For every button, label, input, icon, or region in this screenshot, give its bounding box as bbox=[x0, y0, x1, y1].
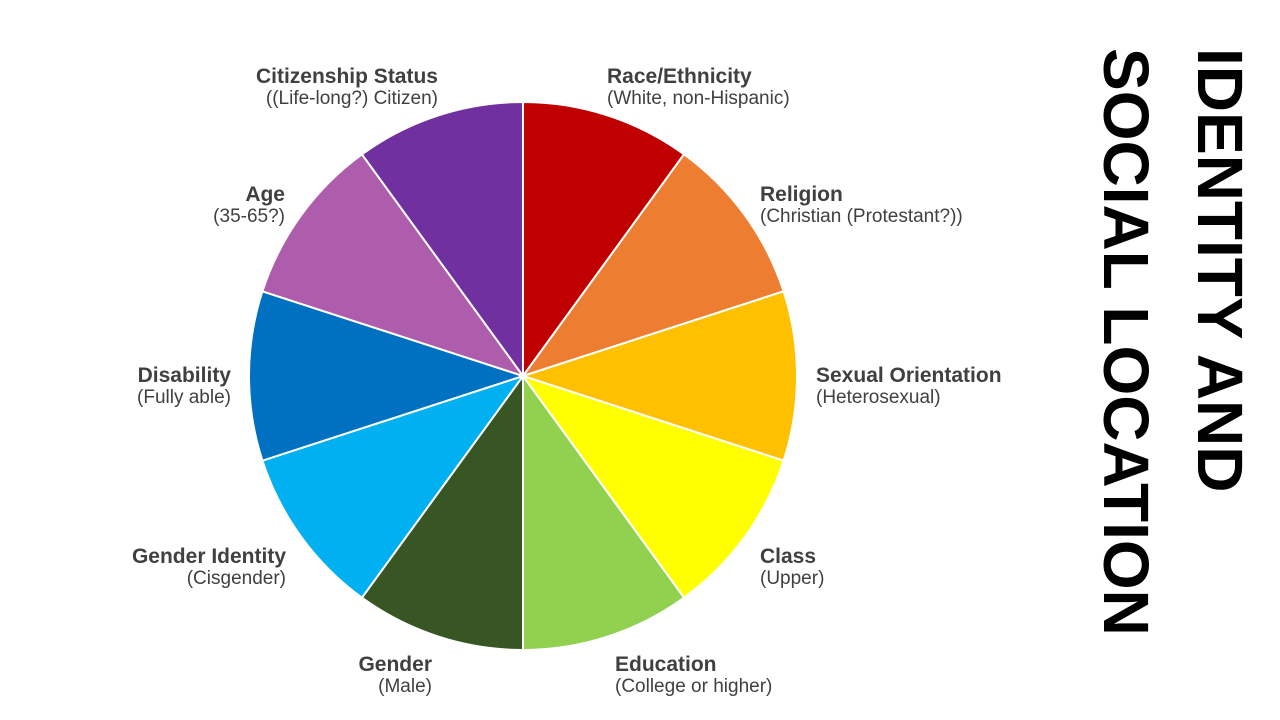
slice-label-religion: Religion (Christian (Protestant?)) bbox=[760, 184, 963, 228]
pie-slice-education bbox=[522, 372, 686, 652]
pie-slice-disability bbox=[248, 290, 527, 462]
label-gender: Gender bbox=[358, 653, 432, 676]
pie-slice-race-ethnicity bbox=[522, 100, 686, 380]
pie-slice-age bbox=[261, 152, 526, 378]
label-race-ethnicity: Race/Ethnicity bbox=[607, 65, 752, 88]
sublabel-citizenship-status: ((Life-long?) Citizen) bbox=[265, 88, 438, 109]
pie-slice-gender-identity bbox=[261, 374, 526, 600]
label-education: Education bbox=[615, 653, 717, 676]
slice-label-gender-identity: Gender Identity (Cisgender) bbox=[132, 546, 286, 590]
label-sexual-orientation: Sexual Orientation bbox=[816, 364, 1002, 387]
sublabel-gender-identity: (Cisgender) bbox=[186, 568, 286, 589]
pie-slice-religion bbox=[520, 152, 785, 378]
sublabel-religion: (Christian (Protestant?)) bbox=[760, 206, 963, 227]
slice-label-citizenship: Citizenship Status ((Life-long?) Citizen… bbox=[256, 66, 438, 110]
slice-label-class: Class (Upper) bbox=[760, 546, 824, 590]
sublabel-sexual-orientation: (Heterosexual) bbox=[816, 387, 941, 408]
label-citizenship-status: Citizenship Status bbox=[255, 65, 438, 88]
slice-label-disability: Disability (Fully able) bbox=[137, 365, 231, 409]
pie-slice-citizenship-status bbox=[360, 100, 524, 380]
sublabel-education: (College or higher) bbox=[615, 676, 773, 697]
label-gender-identity: Gender Identity bbox=[131, 545, 286, 568]
sublabel-age: (35-65?) bbox=[213, 206, 285, 227]
label-religion: Religion bbox=[760, 183, 843, 206]
pie-slice-sexual-orientation bbox=[519, 290, 798, 462]
slice-label-age: Age (35-65?) bbox=[213, 184, 285, 228]
sublabel-class: (Upper) bbox=[760, 568, 825, 589]
sublabel-gender: (Male) bbox=[378, 676, 432, 697]
title-line-2: SOCIAL LOCATION bbox=[1090, 48, 1162, 636]
slice-label-education: Education (College or higher) bbox=[615, 654, 772, 698]
pie-slice-class bbox=[520, 374, 785, 600]
sublabel-disability: (Fully able) bbox=[137, 387, 231, 408]
slice-label-sexual-orientation: Sexual Orientation (Heterosexual) bbox=[816, 365, 1002, 409]
label-disability: Disability bbox=[137, 364, 231, 387]
slice-label-race: Race/Ethnicity (White, non-Hispanic) bbox=[607, 66, 790, 110]
title-line-1: IDENTITY AND bbox=[1184, 48, 1256, 493]
sublabel-race-ethnicity: (White, non-Hispanic) bbox=[607, 88, 790, 109]
label-class: Class bbox=[760, 545, 817, 568]
label-age: Age bbox=[245, 183, 285, 206]
slice-label-gender: Gender (Male) bbox=[358, 654, 432, 698]
pie-slice-gender bbox=[360, 372, 524, 652]
